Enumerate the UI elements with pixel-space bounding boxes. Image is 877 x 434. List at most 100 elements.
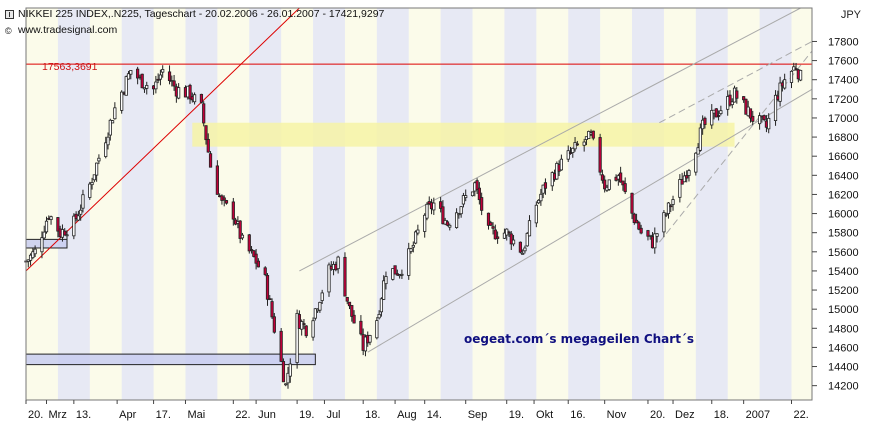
candle	[502, 228, 507, 239]
y-axis: 14200 14400 14600 14800 15000 15200 15400 15600…	[812, 36, 859, 393]
candle-body	[575, 143, 579, 146]
candle	[124, 75, 128, 96]
chart-symbol-icon[interactable]	[5, 10, 14, 19]
candle-body	[106, 136, 110, 146]
x-tick-label: 22.	[235, 409, 250, 421]
candle	[598, 133, 602, 176]
candle-body	[573, 142, 577, 150]
dashed-line	[658, 50, 812, 243]
candle	[511, 234, 516, 247]
candle	[639, 224, 643, 235]
candle	[698, 123, 702, 152]
candle-body	[682, 175, 687, 183]
x-tick-label: Nov	[607, 409, 627, 421]
candle-body	[416, 229, 420, 234]
candle-body	[767, 117, 771, 130]
candle	[215, 160, 219, 195]
y-tick-label: 17400	[828, 75, 859, 87]
candle	[696, 143, 700, 155]
copyright-icon: ©	[5, 26, 12, 36]
x-tick-label: 22.	[793, 409, 808, 421]
candle-body	[104, 142, 108, 157]
candle-body	[249, 249, 254, 251]
candle-body	[140, 73, 144, 89]
y-tick-label: 16400	[828, 170, 859, 182]
x-tick-label: 2007	[746, 409, 770, 421]
watermark-text: oegeat.com´s megageilen Chart´s	[464, 332, 695, 346]
candle-body	[751, 115, 755, 122]
candle-body	[685, 175, 689, 179]
candle-body	[432, 202, 436, 211]
candle-body	[302, 323, 306, 325]
y-tick-label: 14800	[828, 323, 859, 335]
candle	[758, 112, 762, 130]
candle	[461, 192, 466, 208]
candle	[256, 258, 260, 268]
dashed-line	[659, 41, 812, 124]
candle-body	[49, 216, 53, 220]
candle	[464, 189, 468, 202]
candle	[653, 227, 657, 254]
candle	[393, 265, 397, 275]
week-stripe	[759, 8, 792, 400]
candle-body	[97, 157, 101, 162]
candle	[600, 169, 605, 184]
candle-body	[375, 320, 379, 339]
x-tick-label: Okt	[536, 409, 553, 421]
candle	[247, 233, 251, 254]
candle-body	[457, 213, 461, 216]
candle	[72, 213, 76, 240]
candle	[493, 224, 497, 240]
candle-body	[587, 131, 591, 139]
candle	[714, 108, 718, 118]
candle-body	[400, 273, 404, 276]
candle	[789, 70, 794, 89]
candle-body	[509, 233, 513, 245]
candle-body	[630, 192, 634, 214]
candle	[423, 213, 427, 238]
candle	[495, 231, 500, 244]
candle-body	[65, 234, 69, 237]
candle	[113, 102, 117, 120]
candle-body	[256, 260, 260, 268]
plot-border	[25, 7, 813, 401]
plot-background	[26, 8, 812, 400]
candle	[281, 358, 286, 383]
candle-body	[411, 244, 415, 248]
candle	[208, 151, 213, 168]
candle-body	[393, 265, 397, 275]
candle	[199, 93, 204, 104]
candle	[90, 177, 94, 190]
candle	[104, 136, 108, 159]
candle	[664, 212, 668, 218]
x-tick-label: 18.	[714, 409, 729, 421]
candle	[425, 202, 429, 221]
candle-body	[742, 96, 746, 101]
candle	[95, 162, 99, 182]
candle-body	[794, 68, 798, 71]
candle-body	[268, 298, 272, 301]
candle-body	[758, 115, 762, 125]
candle-body	[63, 230, 67, 236]
candle	[44, 216, 49, 234]
candle-body	[327, 264, 331, 293]
x-axis: 20. Mrz 13. Apr 17. Mai 22. Jun 19. Jul 18. Aug 14. S…	[25, 400, 809, 421]
candle-body	[295, 313, 299, 363]
week-stripe	[313, 8, 345, 400]
candle-body	[215, 165, 219, 195]
candle-body	[347, 301, 352, 307]
candle	[719, 105, 723, 116]
candle-body	[459, 206, 463, 215]
candle	[76, 210, 80, 221]
y-tick-label: 15400	[828, 266, 859, 278]
candle-body	[475, 180, 479, 190]
candle-body	[113, 107, 117, 120]
week-stripe	[440, 8, 473, 400]
candle-body	[789, 70, 794, 83]
candle	[177, 83, 181, 100]
x-tick-label: 17.	[156, 409, 171, 421]
candle	[129, 70, 133, 80]
candle-body	[202, 103, 206, 124]
candle	[730, 98, 734, 109]
candle	[272, 312, 276, 334]
